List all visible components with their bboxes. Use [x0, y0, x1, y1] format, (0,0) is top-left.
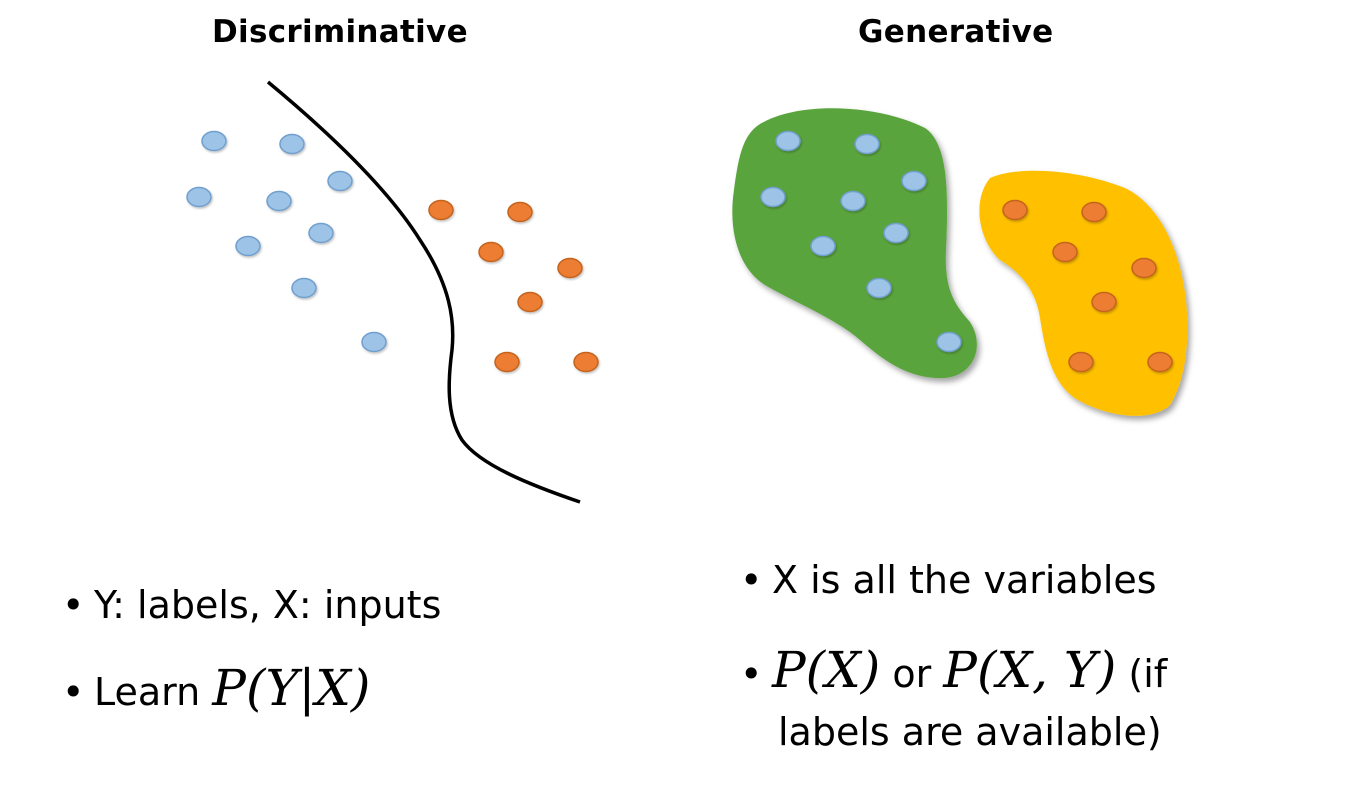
class-b-point: [1131, 257, 1157, 279]
class-a-point: [810, 235, 836, 257]
bullet-dot: •: [740, 558, 763, 602]
diagram-canvas: [186, 80, 1188, 504]
conditional-probability-formula: P(Y|X): [212, 659, 371, 717]
bullet-dot: •: [740, 652, 763, 696]
class-a-point: [840, 190, 866, 212]
class-a-point: [854, 133, 880, 155]
bullet-dot: •: [62, 670, 85, 714]
class-a-point: [866, 277, 892, 299]
class-a-point: [760, 186, 786, 208]
bullet-all-variables: • X is all the variables: [740, 558, 1157, 604]
bullet-labels-inputs: • Y: labels, X: inputs: [62, 583, 441, 629]
decision-boundary: [266, 80, 581, 504]
class-a-point: [279, 133, 305, 155]
class-a-point: [775, 130, 801, 152]
bullet-dot: •: [62, 583, 85, 627]
joint-probability-formula: P(X, Y): [943, 641, 1117, 699]
bullet-learn-conditional: • Learn P(Y|X): [62, 658, 370, 718]
class-a-point: [186, 186, 212, 208]
discriminative-class-b-points: [428, 199, 599, 373]
class-b-point: [517, 291, 543, 313]
bullet-text: Learn: [94, 670, 213, 714]
discriminative-title: Discriminative: [212, 14, 468, 50]
class-b-point: [1081, 201, 1107, 223]
bullet-text: or: [880, 652, 944, 696]
class-a-point: [361, 331, 387, 353]
class-b-point: [494, 351, 520, 373]
bullet-joint-probability-continued: labels are available): [778, 710, 1162, 756]
bullet-text: labels are available): [778, 710, 1162, 754]
class-b-point: [1147, 351, 1173, 373]
class-b-point: [573, 351, 599, 373]
bullet-text: (if: [1116, 652, 1168, 696]
class-a-point: [883, 222, 909, 244]
class-a-point: [327, 170, 353, 192]
bullet-text: Y: labels, X: inputs: [94, 583, 442, 627]
class-a-point: [235, 235, 261, 257]
class-b-point: [507, 201, 533, 223]
bullet-text: X is all the variables: [772, 558, 1157, 602]
bullet-joint-probability: • P(X) or P(X, Y) (if: [740, 640, 1167, 700]
class-b-point: [1002, 199, 1028, 221]
class-b-point: [478, 241, 504, 263]
class-a-point: [308, 222, 334, 244]
marginal-probability-formula: P(X): [772, 641, 881, 699]
class-a-point: [201, 130, 227, 152]
class-b-point: [1091, 291, 1117, 313]
generative-region-b: [979, 170, 1188, 416]
class-b-point: [557, 257, 583, 279]
class-a-point: [936, 331, 962, 353]
class-b-point: [1068, 351, 1094, 373]
class-a-point: [266, 190, 292, 212]
class-a-point: [291, 277, 317, 299]
generative-class-a-points: [760, 130, 962, 353]
class-a-point: [901, 170, 927, 192]
generative-class-b-points: [1002, 199, 1173, 373]
class-b-point: [1052, 241, 1078, 263]
discriminative-class-a-points: [186, 130, 387, 353]
generative-title: Generative: [858, 14, 1054, 50]
class-b-point: [428, 199, 454, 221]
